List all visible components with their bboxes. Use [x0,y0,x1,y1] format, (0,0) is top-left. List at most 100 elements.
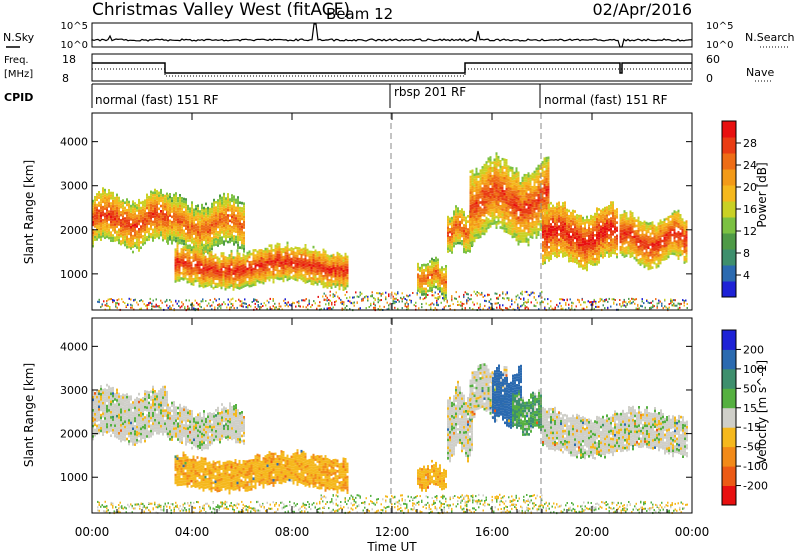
power-cell [213,241,215,244]
power-cell [509,214,512,217]
power-cell [238,263,241,266]
power-cell [469,202,472,205]
power-cell [173,201,175,205]
power-cell [675,245,678,249]
power-cell [527,219,530,223]
power-cell [505,206,508,210]
power-cell [212,278,215,282]
power-cell [190,277,193,280]
power-cell [475,199,478,203]
power-cell [334,264,337,267]
power-cell [114,225,116,229]
power-cell [683,258,686,262]
power-cell [479,235,482,239]
power-cell [179,236,181,240]
power-cell [483,163,486,167]
power-cell [431,278,433,282]
power-cell [471,238,474,241]
power-cell [128,229,130,233]
power-cell [98,212,100,215]
power-cell [238,252,241,256]
power-cell [542,259,544,263]
power-cell [126,235,128,239]
power-cell [284,246,287,249]
power-cell [435,267,437,270]
power-cell [503,227,506,230]
power-cell [304,273,307,276]
power-cell [564,219,566,223]
power-cell [231,233,233,237]
power-cell [449,230,451,234]
power-cell [184,263,187,267]
power-cell [545,167,548,171]
power-cell [114,228,116,232]
power-cell [229,235,231,238]
power-cell [229,208,231,212]
power-cell [529,230,532,233]
power-cell [148,232,150,236]
power-cell [258,251,261,255]
power-cell [647,235,650,239]
power-cell [541,211,544,214]
power-cell [110,239,112,242]
power-cell [627,235,630,239]
power-cell [677,212,680,216]
power-cell [106,209,108,212]
power-cell [197,209,199,213]
power-cell [545,199,548,202]
power-cell [152,236,154,240]
power-region-8 [619,209,688,271]
power-cell [471,198,474,202]
power-cell [200,263,203,266]
power-cell [457,241,459,245]
power-cell [213,214,215,218]
power-cell [195,236,197,240]
power-cell [489,190,492,194]
power-cell [230,255,233,258]
power-cell [210,263,213,267]
power-cell [441,290,443,293]
power-cell [637,221,640,225]
power-cell [212,260,215,264]
power-cell [608,252,610,256]
power-cell [225,205,227,208]
power-cell [507,170,510,174]
power-cell [507,173,510,177]
power-cell [136,206,138,210]
power-cell [614,238,616,242]
power-cell [324,261,327,264]
power-cell [207,209,209,213]
power-cell [162,233,164,237]
power-cell [191,230,193,234]
power-cell [582,235,584,238]
power-cell [244,268,247,272]
power-cell [588,218,590,222]
power-cell [118,207,120,210]
power-cell [294,246,297,250]
power-cell [586,250,588,253]
power-cell [481,197,484,201]
power-cell [134,218,136,221]
power-cell [647,257,650,260]
power-cell [176,276,179,279]
power-cell [441,279,443,283]
power-cell [437,269,439,272]
power-cell [232,280,235,283]
power-cell [568,209,570,213]
power-cell [242,280,245,283]
power-cell [469,225,472,229]
power-cell [537,193,540,197]
power-cell [215,232,217,236]
power-cell [183,224,185,227]
power-cell [266,266,269,269]
power-cell [302,250,305,254]
power-cell [641,251,644,254]
power-cell [505,169,508,173]
power-cell [643,223,646,226]
power-cell [602,234,604,238]
power-cell [110,194,112,197]
power-cell [160,218,162,221]
power-cell [574,241,576,245]
power-cell [199,239,201,242]
power-cell [535,223,538,226]
